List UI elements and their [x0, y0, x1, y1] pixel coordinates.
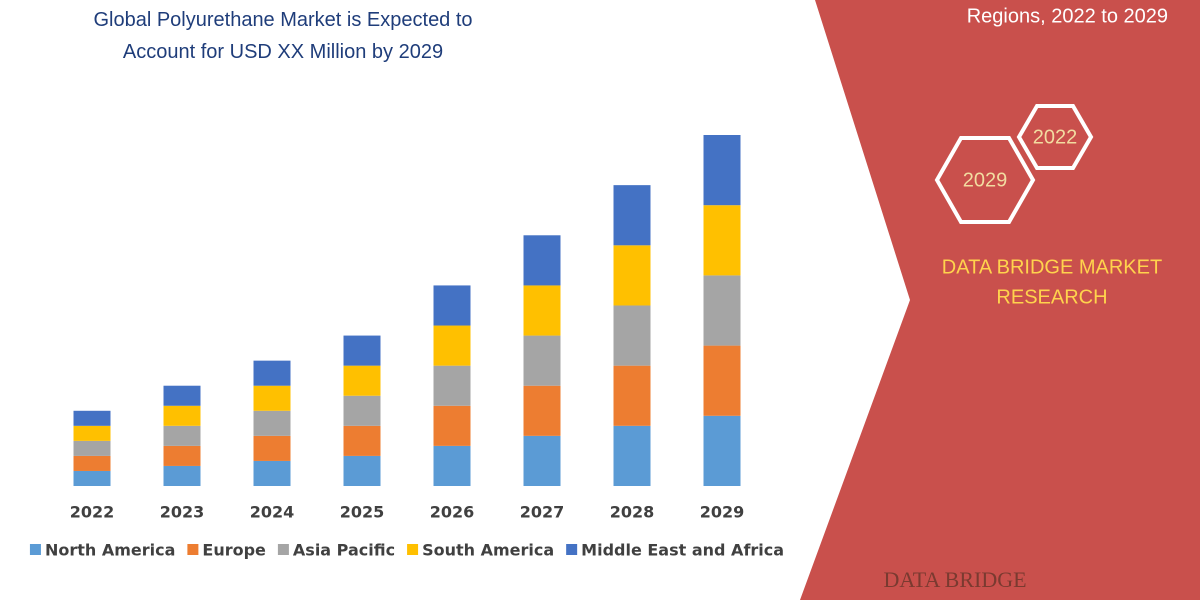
bar-segment: [73, 470, 111, 486]
logo-text: DATA BRIDGE: [883, 567, 1026, 592]
hex-label: 2029: [963, 169, 1008, 191]
x-tick-label: 2026: [430, 503, 475, 522]
bar-segment: [163, 445, 201, 466]
bar-segment: [73, 425, 111, 441]
bar-segment: [343, 335, 381, 366]
bar-segment: [523, 285, 561, 336]
bar-segment: [163, 465, 201, 486]
bar-segment: [703, 275, 741, 346]
bar-segment: [523, 385, 561, 436]
chart-title: Global Polyurethane Market is Expected t…: [93, 9, 473, 63]
bar-segment: [433, 325, 471, 366]
legend-swatch: [29, 544, 41, 555]
bar-segment: [703, 415, 741, 486]
bar-segment: [73, 410, 111, 426]
bar-segment: [613, 365, 651, 426]
x-tick-label: 2025: [340, 503, 385, 522]
legend-swatch: [407, 544, 419, 555]
bar-segment: [253, 410, 291, 436]
bar-segment: [703, 205, 741, 276]
bar-segment: [613, 245, 651, 306]
bar-segment: [703, 345, 741, 416]
x-tick-label: 2022: [70, 503, 115, 522]
hex-label: 2022: [1033, 126, 1078, 148]
x-tick-label: 2028: [610, 503, 655, 522]
bar-segment: [253, 460, 291, 486]
legend-swatch: [277, 544, 289, 555]
bar-segment: [163, 385, 201, 406]
bar-segment: [343, 395, 381, 426]
legend-swatch: [566, 544, 578, 555]
bar-segment: [253, 435, 291, 461]
bar-segment: [343, 365, 381, 396]
bar-segment: [163, 425, 201, 446]
legend-label: South America: [422, 541, 554, 560]
legend-swatch: [187, 544, 199, 555]
bar-segment: [433, 365, 471, 406]
legend-label: Middle East and Africa: [581, 541, 784, 560]
bar-segment: [73, 440, 111, 456]
brand-text: RESEARCH: [996, 286, 1107, 308]
side-panel: [800, 0, 1200, 600]
x-tick-label: 2023: [160, 503, 205, 522]
bar-segment: [343, 425, 381, 456]
bar-segment: [73, 455, 111, 471]
bar-segment: [523, 235, 561, 286]
bar-segment: [253, 385, 291, 411]
hexagon: [1016, 104, 1094, 170]
x-tick-label: 2024: [250, 503, 295, 522]
bar-segment: [253, 360, 291, 386]
bar-segment: [163, 405, 201, 426]
legend-label: North America: [45, 541, 175, 560]
brand-text: DATA BRIDGE MARKET: [942, 256, 1162, 278]
x-tick-label: 2027: [520, 503, 565, 522]
bar-segment: [613, 185, 651, 246]
bar-segment: [703, 135, 741, 206]
bar-segment: [613, 425, 651, 486]
legend-label: Asia Pacific: [293, 541, 395, 560]
legend-label: Europe: [202, 541, 266, 560]
bar-segment: [523, 335, 561, 386]
bar-segment: [613, 305, 651, 366]
bar-segment: [433, 445, 471, 486]
bar-segment: [343, 455, 381, 486]
panel-subtitle: Regions, 2022 to 2029: [967, 5, 1168, 27]
bar-segment: [523, 435, 561, 486]
hexagon: [934, 136, 1036, 224]
x-tick-label: 2029: [700, 503, 745, 522]
bar-segment: [433, 405, 471, 446]
bar-segment: [433, 285, 471, 326]
